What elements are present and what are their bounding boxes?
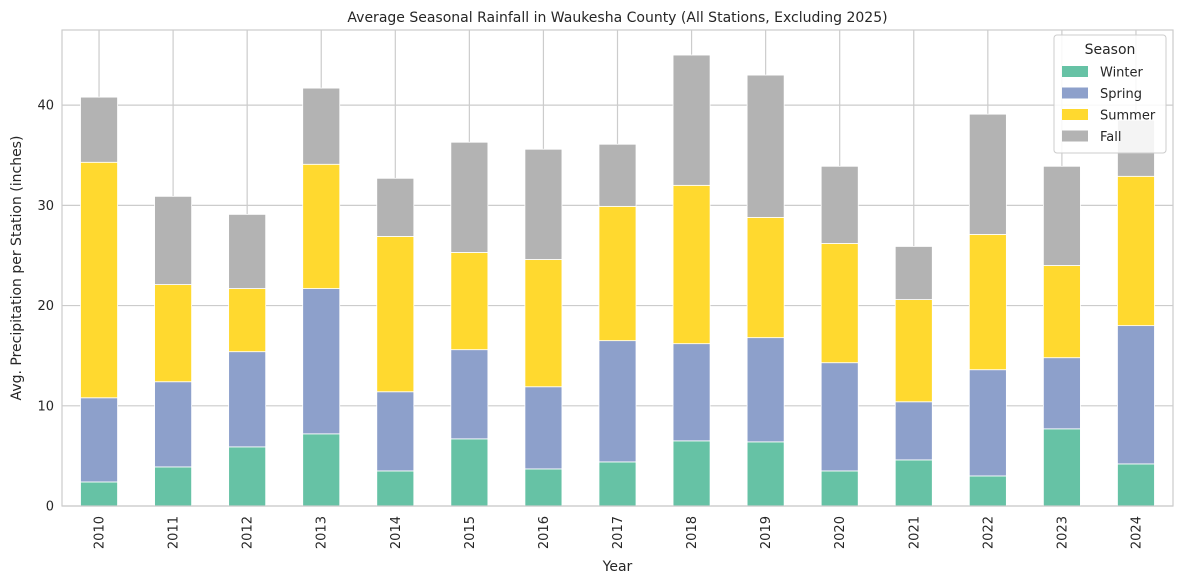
bar-segment-summer	[154, 284, 193, 383]
x-tick-label: 2014	[389, 516, 404, 549]
bar-segment-summer	[80, 161, 118, 399]
x-tick-label: 2023	[1055, 516, 1070, 549]
y-tick-label: 20	[37, 299, 54, 314]
bar-segment-summer	[1117, 175, 1155, 327]
plot-frame	[61, 29, 1174, 507]
bar-segment-summer	[524, 259, 563, 388]
bar-segment-summer	[598, 205, 637, 342]
bar-segment-spring	[80, 397, 118, 483]
bar-segment-spring	[376, 391, 415, 472]
bar-segment-fall	[598, 143, 637, 207]
x-tick-label: 2015	[463, 516, 478, 549]
y-tick-label: 30	[37, 199, 54, 214]
bar-segment-winter	[968, 475, 1007, 507]
legend-label-fall: Fall	[1100, 130, 1121, 145]
bar-segment-spring	[598, 340, 637, 463]
bar-segment-spring	[820, 362, 859, 472]
bar-segment-winter	[228, 446, 267, 507]
bar-segment-summer	[968, 234, 1007, 371]
bar-segment-fall	[672, 54, 711, 186]
bar-segment-winter	[1117, 463, 1155, 507]
bar-segment-fall	[968, 113, 1007, 235]
x-tick-label: 2011	[167, 516, 182, 549]
x-tick-label: 2013	[315, 516, 330, 549]
bar-segment-spring	[228, 351, 267, 448]
bar-segment-spring	[154, 381, 193, 468]
bar-segment-summer	[894, 299, 933, 403]
legend-label-spring: Spring	[1100, 87, 1142, 102]
bar-segment-winter	[746, 441, 785, 507]
bar-segment-summer	[1042, 265, 1081, 359]
x-tick-label: 2016	[537, 516, 552, 549]
legend-swatch-spring	[1062, 87, 1088, 99]
x-tick-label: 2021	[907, 516, 922, 549]
bar-segment-spring	[894, 401, 933, 461]
legend: Season Winter Spring Summer Fall	[1053, 34, 1167, 154]
bar-segment-fall	[228, 213, 267, 289]
bar-segment-winter	[894, 459, 933, 507]
y-tick-label: 0	[46, 500, 54, 515]
x-tick-label: 2012	[241, 516, 256, 549]
bar-segment-summer	[672, 184, 711, 345]
bar-segment-spring	[524, 386, 563, 470]
legend-label-winter: Winter	[1100, 66, 1144, 81]
bar-segment-spring	[672, 343, 711, 442]
bar-segment-winter	[820, 470, 859, 507]
y-axis-label: Avg. Precipitation per Station (inches)	[9, 136, 25, 401]
bar-segment-winter	[154, 466, 193, 507]
legend-swatch-fall	[1062, 130, 1088, 142]
x-tick-label: 2019	[759, 516, 774, 549]
y-tick-label: 10	[37, 399, 54, 414]
chart-title: Average Seasonal Rainfall in Waukesha Co…	[347, 10, 887, 26]
x-tick-label: 2022	[981, 516, 996, 549]
x-tick-label: 2010	[93, 516, 108, 549]
x-tick-label: 2017	[611, 516, 626, 549]
bar-segment-spring	[968, 369, 1007, 477]
bar-segment-fall	[894, 246, 933, 300]
legend-title: Season	[1085, 42, 1136, 58]
bar-segment-winter	[302, 433, 341, 507]
x-tick-label: 2018	[685, 516, 700, 549]
bar-segment-winter	[376, 470, 415, 507]
legend-label-summer: Summer	[1100, 109, 1156, 124]
bar-segment-fall	[302, 87, 341, 165]
bar-segment-fall	[746, 74, 785, 218]
bar-segment-summer	[820, 243, 859, 364]
bar-segment-summer	[450, 252, 489, 351]
bar-segment-fall	[376, 177, 415, 237]
x-tick-label: 2024	[1129, 516, 1144, 549]
bar-segment-winter	[672, 440, 711, 507]
x-tick-label: 2020	[833, 516, 848, 549]
legend-swatch-summer	[1062, 109, 1088, 120]
bar-segment-fall	[1042, 165, 1081, 266]
bar-segment-spring	[1042, 357, 1081, 430]
legend-swatch-winter	[1062, 66, 1088, 77]
bar-segment-summer	[228, 288, 267, 353]
bar-segment-spring	[302, 288, 341, 435]
ticks-layer: 0 10 20 30 40 2010 2011 2012 2013 2014 2015 2016 201…	[37, 99, 1144, 549]
bar-segment-winter	[450, 438, 489, 507]
bar-segment-winter	[524, 468, 563, 507]
bar-segment-winter	[80, 481, 118, 507]
bar-segment-summer	[302, 163, 341, 289]
bar-segment-fall	[820, 165, 859, 244]
legend-box	[1053, 34, 1167, 154]
bar-segment-summer	[746, 216, 785, 339]
bar-segment-fall	[450, 141, 489, 253]
bar-segment-spring	[450, 349, 489, 440]
bar-segment-fall	[154, 195, 193, 285]
bar-segment-winter	[598, 461, 637, 507]
bar-segment-fall	[80, 96, 118, 163]
legend-items: Winter Spring Summer Fall	[1062, 66, 1156, 145]
x-axis-label: Year	[602, 559, 633, 575]
bar-segment-fall	[524, 148, 563, 260]
bar-segment-summer	[376, 236, 415, 393]
bars-layer	[80, 54, 1155, 507]
bar-segment-spring	[746, 337, 785, 443]
bar-segment-spring	[1117, 325, 1155, 465]
bar-segment-winter	[1042, 428, 1081, 507]
y-tick-label: 40	[37, 99, 54, 114]
